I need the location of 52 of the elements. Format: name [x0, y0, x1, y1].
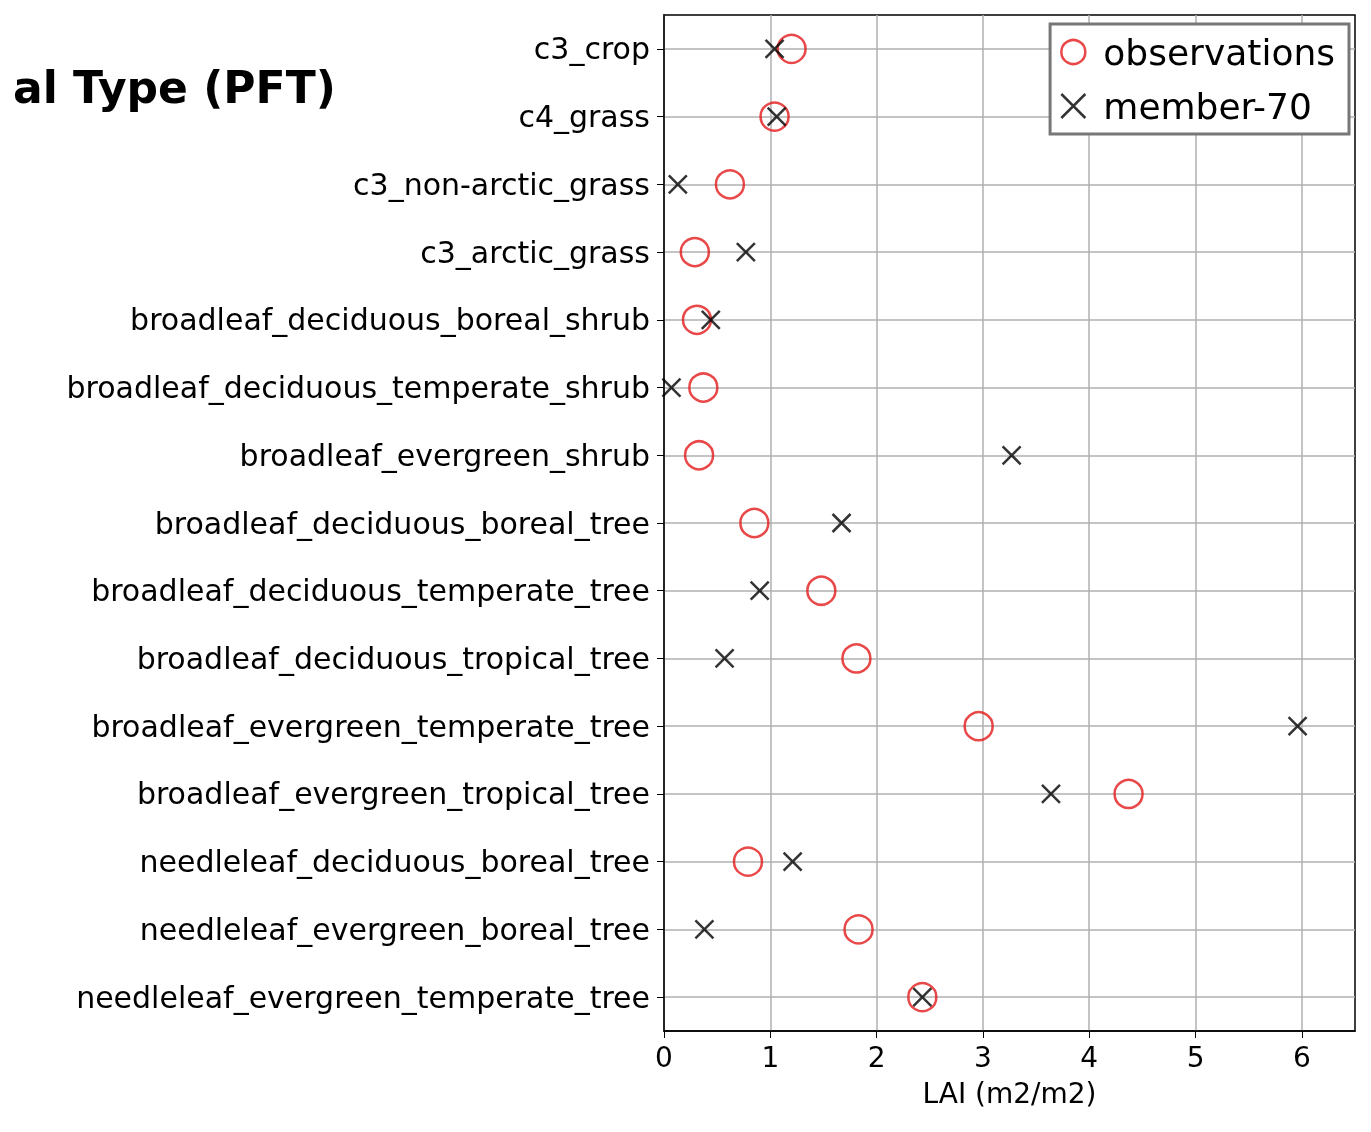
y-tick-label: broadleaf_evergreen_tropical_tree: [136, 776, 650, 812]
x-tick-label: 2: [867, 1040, 886, 1074]
y-tick-label: c3_arctic_grass: [420, 234, 650, 270]
point: [683, 440, 715, 471]
point: [714, 169, 746, 200]
point: [681, 304, 713, 336]
point: [714, 648, 735, 669]
point: [841, 643, 872, 674]
point: [782, 851, 803, 872]
point: [735, 241, 757, 263]
point: [688, 372, 719, 403]
x-tick-label: 5: [1186, 1040, 1205, 1074]
point: [739, 507, 770, 539]
point: [1040, 783, 1062, 805]
y-tick-label: broadleaf_deciduous_boreal_shrub: [130, 302, 650, 338]
point: [1287, 715, 1308, 737]
point: [732, 846, 764, 877]
point: [1001, 445, 1022, 466]
text: al Type (PFT): [13, 61, 336, 113]
x-axis-title: LAI (m2/m2): [922, 1076, 1097, 1110]
y-tick-label: needleleaf_evergreen_temperate_tree: [76, 979, 650, 1015]
y-tick-label: broadleaf_deciduous_boreal_tree: [154, 505, 650, 541]
y-tick-label: broadleaf_deciduous_temperate_shrub: [66, 370, 650, 406]
point: [764, 38, 785, 60]
y-tick-label: c3_crop: [533, 31, 650, 67]
point: [1113, 778, 1144, 810]
x-tick-label: 0: [655, 1040, 673, 1074]
point: [759, 101, 790, 132]
y-tick-label: c3_non-arctic_grass: [353, 166, 650, 202]
y-tick-label: broadleaf_deciduous_tropical_tree: [136, 640, 650, 676]
point: [700, 309, 722, 331]
y-tick-label: needleleaf_deciduous_boreal_tree: [139, 844, 650, 880]
point: [843, 914, 874, 945]
point: [667, 174, 689, 195]
y-tick-label: broadleaf_evergreen_shrub: [239, 437, 650, 473]
point: [831, 512, 852, 534]
point: [694, 919, 715, 940]
point: [749, 580, 770, 601]
legend-label: observations: [1103, 31, 1336, 73]
y-tick-label: c4_grass: [518, 99, 650, 135]
x-tick-label: 4: [1080, 1040, 1099, 1074]
point: [679, 236, 711, 268]
y-tick-label: needleleaf_evergreen_boreal_tree: [139, 911, 650, 947]
x-tick-label: 3: [974, 1040, 992, 1074]
legend-label: member-70: [1103, 85, 1312, 127]
y-tick-label: broadleaf_evergreen_temperate_tree: [91, 708, 650, 744]
point: [806, 575, 837, 606]
point: [963, 710, 994, 742]
x-tick-label: 1: [761, 1040, 780, 1074]
y-tick-label: broadleaf_deciduous_temperate_tree: [91, 573, 650, 609]
x-tick-label: 6: [1292, 1040, 1311, 1074]
point: [661, 377, 682, 398]
